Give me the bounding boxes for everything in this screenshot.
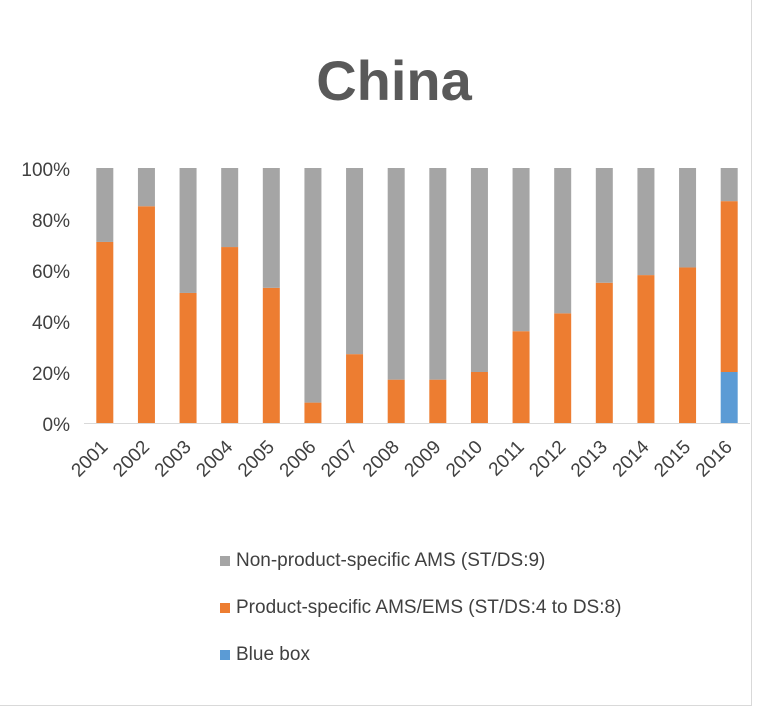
legend-swatch-orange (220, 603, 230, 613)
bar-segment (637, 168, 655, 276)
bar-segment (720, 201, 738, 372)
legend-swatch-gray (220, 556, 230, 566)
bar-segment (221, 168, 239, 248)
bar-segment (179, 292, 197, 423)
bar-segment (429, 379, 447, 423)
bar-segment (637, 275, 655, 423)
x-tick-label: 2011 (485, 437, 529, 481)
bar-segment (720, 372, 738, 423)
bar-segment (346, 168, 364, 355)
bar-segment (512, 331, 530, 423)
bar-segment (96, 241, 114, 423)
x-axis: 2001200220032004200520062007200820092010… (68, 423, 750, 482)
legend-item-product-specific: Product-specific AMS/EMS (ST/DS:4 to DS:… (220, 595, 621, 621)
x-tick-label: 2012 (525, 437, 570, 482)
bar-segment (512, 168, 530, 332)
bar-segment (346, 354, 364, 423)
x-tick-label: 2014 (609, 436, 654, 481)
legend-swatch-blue (220, 650, 230, 660)
bar-segment (179, 168, 197, 293)
bar-segment (470, 372, 488, 423)
bar-segment (304, 168, 322, 403)
legend-item-blue-box: Blue box (220, 642, 621, 668)
bar-segment (720, 168, 738, 202)
bar-segment (554, 168, 572, 314)
bar-segment (429, 168, 447, 380)
x-tick-label: 2003 (151, 437, 196, 482)
bar-segment (304, 402, 322, 423)
legend-label: Blue box (236, 644, 310, 665)
bar-segment (387, 379, 405, 423)
y-tick-label: 0% (43, 415, 71, 436)
y-tick-label: 40% (32, 313, 70, 334)
bar-segment (96, 168, 114, 242)
x-tick-label: 2002 (109, 437, 154, 482)
bar-segment (387, 168, 405, 380)
x-tick-label: 2016 (692, 437, 737, 482)
y-axis: 0% 20% 40% 60% 80% 100% (21, 160, 70, 436)
bar-segment (679, 168, 697, 268)
legend-label: Non-product-specific AMS (ST/DS:9) (236, 550, 546, 571)
y-tick-label: 80% (32, 211, 70, 232)
x-tick-label: 2010 (442, 437, 487, 482)
x-tick-label: 2004 (192, 436, 237, 481)
y-tick-label: 60% (32, 262, 70, 283)
y-tick-label: 20% (32, 364, 70, 385)
legend-item-non-product-specific: Non-product-specific AMS (ST/DS:9) (220, 548, 621, 574)
bar-segment (595, 282, 613, 423)
bar-segment (137, 206, 155, 423)
bar-segment (595, 168, 613, 283)
bar-segment (221, 247, 239, 423)
chart-title: China (316, 49, 472, 112)
x-tick-label: 2009 (401, 437, 446, 482)
x-tick-label: 2006 (276, 437, 321, 482)
x-tick-label: 2015 (650, 437, 695, 482)
bar-segment (262, 287, 280, 423)
bar-segment (679, 267, 697, 423)
bars-layer (96, 168, 738, 423)
x-tick-label: 2005 (234, 437, 279, 482)
bar-segment (554, 313, 572, 423)
y-tick-label: 100% (21, 160, 70, 181)
x-tick-label: 2008 (359, 437, 404, 482)
x-tick-label: 2001 (68, 437, 113, 482)
bar-segment (470, 168, 488, 372)
x-tick-label: 2007 (317, 437, 362, 482)
legend: Non-product-specific AMS (ST/DS:9) Produ… (220, 548, 621, 689)
bar-segment (262, 168, 280, 288)
chart-svg: China 0%20%40%60%80%100% 200120022003200… (21, 49, 750, 482)
legend-label: Product-specific AMS/EMS (ST/DS:4 to DS:… (236, 597, 622, 618)
x-tick-label: 2013 (567, 437, 612, 482)
bar-segment (137, 168, 155, 207)
